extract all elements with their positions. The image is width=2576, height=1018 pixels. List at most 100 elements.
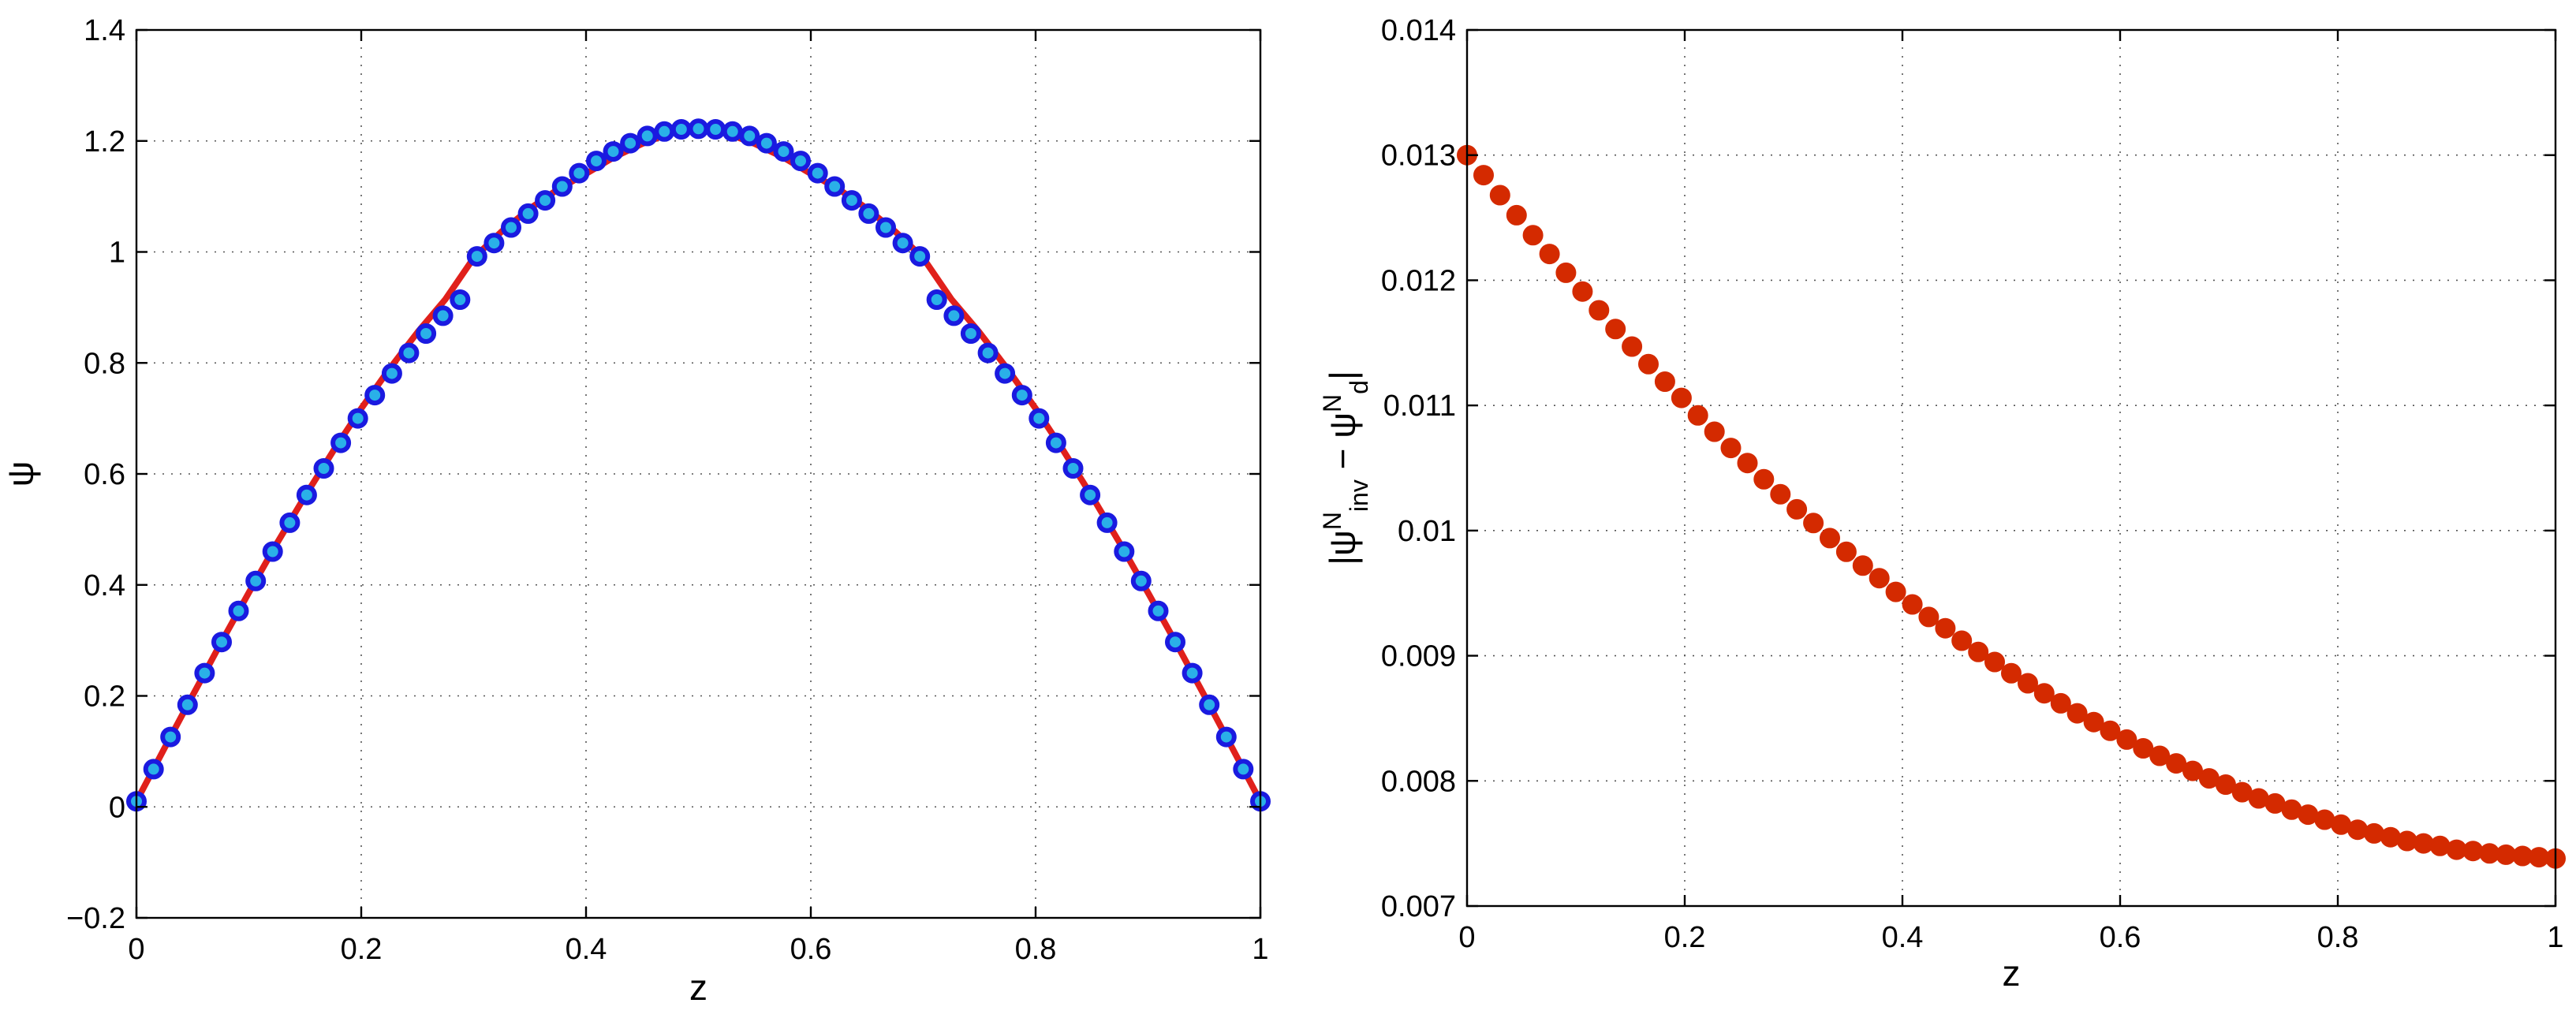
data-point <box>1622 336 1643 357</box>
data-point <box>1539 244 1560 265</box>
data-point <box>1803 513 1824 534</box>
data-point <box>790 151 811 172</box>
data-point <box>1029 408 1050 429</box>
y-tick-label: 1.2 <box>84 125 125 158</box>
data-point <box>1918 606 1939 628</box>
x-tick-label: 0.8 <box>1015 933 1057 966</box>
data-point <box>1968 641 1989 662</box>
data-point <box>1473 165 1494 186</box>
data-point <box>569 162 590 184</box>
data-point <box>1951 630 1973 651</box>
data-point <box>875 217 896 238</box>
data-point <box>501 217 521 238</box>
data-point <box>654 121 675 142</box>
data-point <box>1820 528 1840 549</box>
y-axis-label-part: − ψ <box>1322 412 1363 479</box>
data-point <box>2347 819 2369 841</box>
y-axis-label-part: N <box>1318 394 1346 412</box>
x-tick-label: 1 <box>2547 921 2563 954</box>
x-tick-label: 0.4 <box>566 933 607 966</box>
data-point <box>262 541 283 562</box>
data-point <box>1045 432 1066 453</box>
data-point <box>1011 385 1032 406</box>
y-tick-label: 0.8 <box>84 347 125 380</box>
y-tick-label: 1 <box>109 237 125 270</box>
data-point <box>2133 738 2154 759</box>
x-tick-label: 0.2 <box>341 933 383 966</box>
data-point <box>1522 225 1544 246</box>
data-point <box>1935 617 1956 639</box>
x-axis-label: z <box>689 967 707 1008</box>
data-point <box>1572 281 1593 302</box>
x-axis-label: z <box>2003 953 2021 994</box>
data-point <box>977 342 999 364</box>
y-axis-label-part: d <box>1345 380 1373 394</box>
data-point <box>1506 204 1527 226</box>
data-point <box>858 203 879 224</box>
data-point <box>1835 541 1857 562</box>
data-point <box>773 141 794 162</box>
data-point <box>211 632 232 653</box>
x-tick-label: 1 <box>1252 933 1268 966</box>
x-tick-label: 0.6 <box>790 933 832 966</box>
data-point <box>1130 570 1152 591</box>
data-point <box>2033 683 2055 704</box>
data-point <box>228 600 249 621</box>
data-point <box>245 570 267 591</box>
y-tick-label: 0.014 <box>1381 14 1456 47</box>
data-point <box>2066 703 2088 724</box>
y-tick-label: 0.4 <box>84 569 125 602</box>
data-point <box>1638 353 1659 375</box>
data-point <box>535 190 556 211</box>
data-point <box>194 662 215 684</box>
data-point <box>2182 760 2203 781</box>
data-point <box>1165 632 1185 653</box>
data-point <box>1096 512 1118 533</box>
data-point <box>1671 387 1692 408</box>
data-point <box>416 323 437 344</box>
psi-error-chart: 0 0.2 0.4 0.6 0.8 1 0.007 0.008 0.009 0.01 0.011 0.… <box>1318 14 2566 994</box>
y-tick-label: 0.008 <box>1381 765 1456 798</box>
data-point <box>160 726 181 748</box>
y-tick-label: 0.011 <box>1383 390 1456 423</box>
data-point <box>943 305 965 326</box>
y-axis-label-part: |ψ <box>1322 530 1363 565</box>
data-point <box>960 323 981 344</box>
x-tick-label: 0.8 <box>2317 921 2359 954</box>
data-point <box>1902 594 1923 615</box>
data-point <box>2364 822 2384 844</box>
data-point <box>313 458 334 479</box>
data-point <box>1555 262 1577 283</box>
data-point <box>637 125 658 147</box>
data-point <box>603 141 624 162</box>
data-point <box>2149 745 2171 766</box>
data-point <box>1605 319 1626 340</box>
data-point <box>279 512 301 533</box>
data-point <box>1080 484 1101 505</box>
y-tick-label: 0.012 <box>1381 264 1456 297</box>
plot-frame <box>1465 28 2557 908</box>
data-point <box>1215 726 1237 748</box>
data-point <box>2380 826 2401 848</box>
data-point <box>1720 438 1742 459</box>
data-point <box>1984 651 2005 673</box>
data-point <box>1589 300 1610 321</box>
data-point <box>620 132 641 154</box>
y-tick-label: 0.01 <box>1398 515 1456 548</box>
y-axis-label-part: | <box>1322 371 1363 380</box>
data-point <box>517 203 539 224</box>
data-point <box>1885 581 1906 602</box>
data-point <box>1852 555 1873 576</box>
data-point <box>2001 662 2022 684</box>
data-point <box>841 190 862 211</box>
data-point <box>2050 692 2071 714</box>
data-point <box>483 233 505 254</box>
data-point <box>2018 673 2038 694</box>
data-point <box>364 385 386 406</box>
data-point <box>1654 371 1675 392</box>
y-tick-label: 0.2 <box>84 681 125 714</box>
y-tick-label: 0.009 <box>1381 640 1456 673</box>
data-point <box>466 246 487 267</box>
data-point <box>739 125 760 147</box>
